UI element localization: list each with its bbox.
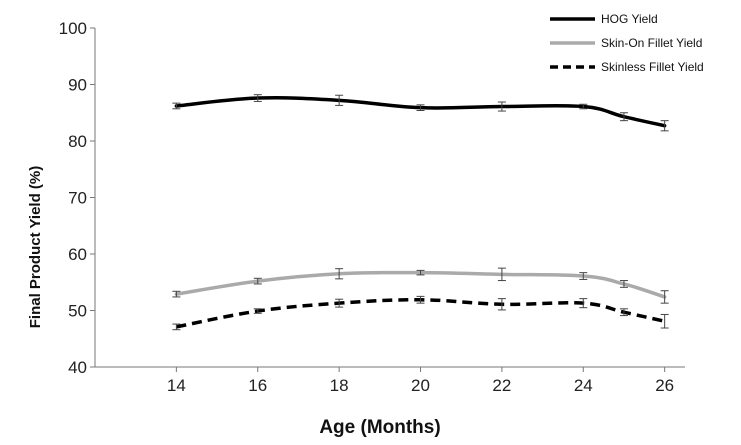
- error-bar: [416, 269, 425, 276]
- error-bar: [172, 323, 181, 331]
- series-line: [174, 95, 667, 128]
- series-line: [174, 270, 667, 299]
- x-tick-label: 16: [248, 376, 267, 395]
- error-bar: [253, 277, 262, 285]
- error-bar: [416, 104, 425, 111]
- x-tick-label: 22: [492, 376, 511, 395]
- y-tick-label: 90: [68, 76, 87, 95]
- error-bar: [497, 267, 506, 282]
- legend-label: Skinless Fillet Yield: [601, 60, 704, 74]
- error-bar: [335, 298, 344, 308]
- y-tick-label: 60: [68, 245, 87, 264]
- error-bar: [619, 308, 628, 317]
- error-bar: [579, 298, 588, 309]
- error-bar: [335, 268, 344, 280]
- y-tick-label: 80: [68, 132, 87, 151]
- series-2: [172, 295, 669, 331]
- error-bar: [172, 102, 181, 110]
- legend-item: Skinless Fillet Yield: [550, 60, 704, 74]
- series-layer: [172, 94, 669, 331]
- error-bar: [619, 280, 628, 288]
- legend-label: Skin-On Fillet Yield: [601, 36, 702, 50]
- y-ticks: 40 50 60 70 80 90 100: [59, 19, 95, 377]
- legend-label: HOG Yield: [601, 12, 658, 26]
- x-tick-label: 20: [411, 376, 430, 395]
- error-bar: [579, 103, 588, 110]
- error-bar: [253, 94, 262, 102]
- x-tick-label: 18: [330, 376, 349, 395]
- y-tick-label: 40: [68, 358, 87, 377]
- y-axis-title: Final Product Yield (%): [27, 166, 44, 329]
- series-1: [172, 267, 669, 304]
- series-line: [176, 298, 666, 329]
- error-bar: [416, 295, 425, 304]
- error-bar: [172, 290, 181, 298]
- error-bar: [660, 313, 669, 329]
- series-0: [172, 94, 669, 132]
- axes: [94, 28, 685, 368]
- y-tick-label: 100: [59, 19, 87, 38]
- legend-item: Skin-On Fillet Yield: [550, 36, 702, 50]
- y-tick-label: 70: [68, 189, 87, 208]
- x-tick-label: 24: [574, 376, 593, 395]
- x-axis-title: Age (Months): [319, 417, 440, 438]
- y-tick-label: 50: [68, 302, 87, 321]
- error-bar: [619, 112, 628, 122]
- x-ticks: 14 16 18 20 22 24 26: [167, 367, 674, 395]
- error-bar: [497, 298, 506, 311]
- error-bar: [660, 120, 669, 132]
- legend: HOG Yield Skin-On Fillet Yield Skinless Fi…: [550, 12, 704, 74]
- legend-item: HOG Yield: [550, 12, 658, 26]
- error-bar: [660, 290, 669, 304]
- error-bar: [497, 101, 506, 112]
- error-bar: [335, 94, 344, 106]
- error-bar: [253, 308, 262, 314]
- x-tick-label: 14: [167, 376, 186, 395]
- error-bar: [579, 272, 588, 280]
- x-tick-label: 26: [655, 376, 674, 395]
